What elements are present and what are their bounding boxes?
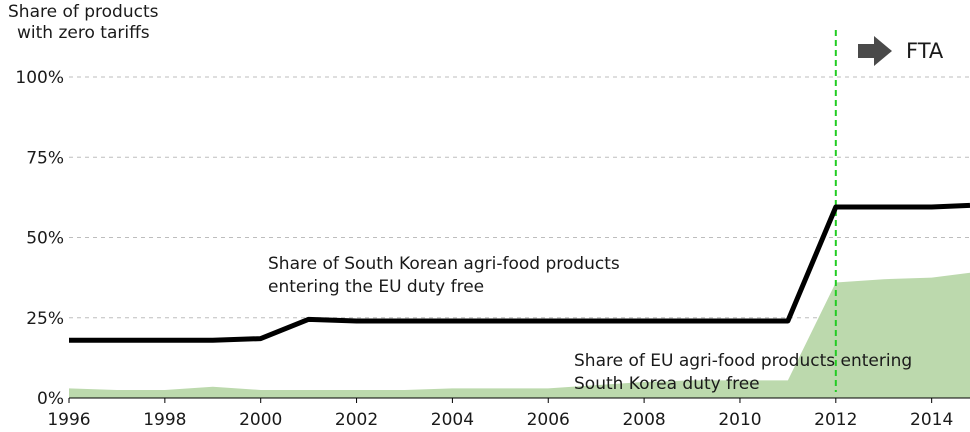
series-label-south-korea: Share of South Korean agri-food products… <box>268 253 620 299</box>
y-axis-title-line-2: with zero tariffs <box>17 23 150 43</box>
line-layer <box>69 202 970 343</box>
x-tick-label: 2002 <box>335 410 378 430</box>
series-label-south-korea-line-2: entering the EU duty free <box>268 277 485 297</box>
x-tick-label: 2008 <box>622 410 665 430</box>
y-tick-label: 100% <box>15 68 64 88</box>
fta-label: FTA <box>858 36 943 66</box>
series-line-south-korea <box>69 202 970 343</box>
y-tick-label: 75% <box>26 148 64 168</box>
series-label-south-korea-line-1: Share of South Korean agri-food products <box>268 254 620 274</box>
tick-layer: 0% 25% 50% 75% 100% 1996 1998 2000 2002 2004 2006 2… <box>15 68 953 430</box>
y-tick-label: 50% <box>26 229 64 249</box>
x-tick-label: 1996 <box>47 410 90 430</box>
series-area-eu <box>69 272 970 398</box>
x-tick-label: 2012 <box>814 410 857 430</box>
x-tick-label: 2010 <box>718 410 761 430</box>
fta-text: FTA <box>906 39 944 63</box>
x-tick-label: 2006 <box>527 410 570 430</box>
x-tick-label: 1998 <box>143 410 186 430</box>
series-label-eu-line-2: South Korea duty free <box>574 374 760 394</box>
x-tick-label: 2004 <box>431 410 474 430</box>
axis-layer <box>68 397 970 403</box>
series-label-eu-line-1: Share of EU agri-food products entering <box>574 351 913 371</box>
y-axis-title: Share of products with zero tariffs <box>8 2 159 44</box>
grid-layer <box>69 76 970 319</box>
arrow-right-icon <box>858 36 892 66</box>
area-layer <box>69 272 970 398</box>
y-axis-title-line-1: Share of products <box>8 2 159 22</box>
x-tick-label: 2000 <box>239 410 282 430</box>
y-tick-label: 25% <box>26 309 64 329</box>
x-tick-label: 2014 <box>910 410 953 430</box>
y-tick-label: 0% <box>37 389 64 409</box>
series-label-eu: Share of EU agri-food products entering … <box>574 350 912 396</box>
